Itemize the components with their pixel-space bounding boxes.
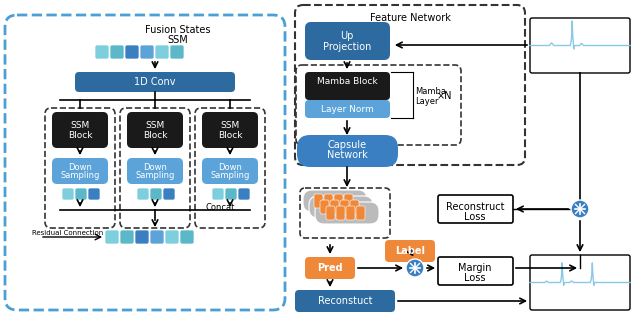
FancyBboxPatch shape xyxy=(303,190,367,212)
FancyBboxPatch shape xyxy=(88,188,100,200)
FancyBboxPatch shape xyxy=(309,196,373,218)
Text: Label: Label xyxy=(395,246,425,256)
FancyBboxPatch shape xyxy=(155,45,169,59)
Text: Sampling: Sampling xyxy=(211,170,250,180)
FancyBboxPatch shape xyxy=(95,45,109,59)
Text: Block: Block xyxy=(218,130,243,139)
FancyBboxPatch shape xyxy=(120,230,134,244)
FancyBboxPatch shape xyxy=(305,22,390,60)
FancyBboxPatch shape xyxy=(438,195,513,223)
FancyBboxPatch shape xyxy=(225,188,237,200)
Text: Down: Down xyxy=(218,162,242,172)
FancyBboxPatch shape xyxy=(344,194,353,208)
Text: Down: Down xyxy=(143,162,167,172)
FancyBboxPatch shape xyxy=(324,194,333,208)
FancyBboxPatch shape xyxy=(350,200,359,214)
Text: SSM: SSM xyxy=(145,121,164,130)
Text: 1D Conv: 1D Conv xyxy=(134,77,176,87)
FancyBboxPatch shape xyxy=(135,230,149,244)
Text: Down: Down xyxy=(68,162,92,172)
FancyBboxPatch shape xyxy=(314,194,323,208)
FancyBboxPatch shape xyxy=(346,206,355,220)
FancyBboxPatch shape xyxy=(180,230,194,244)
FancyBboxPatch shape xyxy=(165,230,179,244)
Text: Margin: Margin xyxy=(458,263,492,273)
FancyBboxPatch shape xyxy=(356,206,365,220)
Text: Block: Block xyxy=(68,130,92,139)
FancyBboxPatch shape xyxy=(127,112,183,148)
Text: SSM: SSM xyxy=(220,121,239,130)
FancyBboxPatch shape xyxy=(163,188,175,200)
Text: Up: Up xyxy=(340,31,354,41)
FancyBboxPatch shape xyxy=(315,202,379,224)
FancyBboxPatch shape xyxy=(170,45,184,59)
FancyBboxPatch shape xyxy=(202,112,258,148)
Text: Layer: Layer xyxy=(415,97,438,106)
FancyBboxPatch shape xyxy=(140,45,154,59)
FancyBboxPatch shape xyxy=(125,45,139,59)
FancyBboxPatch shape xyxy=(297,135,398,167)
Text: Loss: Loss xyxy=(464,273,486,283)
Text: Fusion States: Fusion States xyxy=(145,25,211,35)
Text: SSM: SSM xyxy=(70,121,90,130)
FancyBboxPatch shape xyxy=(326,206,335,220)
FancyBboxPatch shape xyxy=(340,200,349,214)
Text: Network: Network xyxy=(326,150,367,160)
Text: Mamba: Mamba xyxy=(415,87,446,97)
FancyBboxPatch shape xyxy=(320,200,329,214)
Text: Residual Connection: Residual Connection xyxy=(33,230,104,236)
Circle shape xyxy=(571,200,589,218)
FancyBboxPatch shape xyxy=(334,194,343,208)
Text: Projection: Projection xyxy=(323,42,371,52)
Text: Concat: Concat xyxy=(205,203,235,211)
FancyBboxPatch shape xyxy=(202,158,258,184)
Text: Capsule: Capsule xyxy=(328,140,367,150)
FancyBboxPatch shape xyxy=(75,72,235,92)
FancyBboxPatch shape xyxy=(530,18,630,73)
FancyBboxPatch shape xyxy=(62,188,74,200)
FancyBboxPatch shape xyxy=(330,200,339,214)
FancyBboxPatch shape xyxy=(52,158,108,184)
FancyBboxPatch shape xyxy=(150,188,162,200)
FancyBboxPatch shape xyxy=(150,230,164,244)
Text: Sampling: Sampling xyxy=(60,170,100,180)
Text: Feature Network: Feature Network xyxy=(369,13,451,23)
FancyBboxPatch shape xyxy=(295,290,395,312)
Text: Layer Norm: Layer Norm xyxy=(321,105,373,114)
Text: Block: Block xyxy=(143,130,167,139)
FancyBboxPatch shape xyxy=(238,188,250,200)
FancyBboxPatch shape xyxy=(305,257,355,279)
FancyBboxPatch shape xyxy=(305,100,390,118)
FancyBboxPatch shape xyxy=(212,188,224,200)
FancyBboxPatch shape xyxy=(110,45,124,59)
Text: Reconstruct: Reconstruct xyxy=(445,202,504,212)
FancyBboxPatch shape xyxy=(305,72,390,100)
Text: SSM: SSM xyxy=(168,35,188,45)
FancyBboxPatch shape xyxy=(438,257,513,285)
Text: Loss: Loss xyxy=(464,212,486,222)
Text: Pred: Pred xyxy=(317,263,343,273)
Text: Mamba Block: Mamba Block xyxy=(317,78,378,86)
Circle shape xyxy=(406,259,424,277)
FancyBboxPatch shape xyxy=(52,112,108,148)
Text: ×N: ×N xyxy=(437,91,452,101)
FancyBboxPatch shape xyxy=(137,188,149,200)
FancyBboxPatch shape xyxy=(385,240,435,262)
Text: Reconstuct: Reconstuct xyxy=(317,296,372,306)
Text: Sampling: Sampling xyxy=(135,170,175,180)
FancyBboxPatch shape xyxy=(127,158,183,184)
FancyBboxPatch shape xyxy=(530,255,630,310)
FancyBboxPatch shape xyxy=(336,206,345,220)
FancyBboxPatch shape xyxy=(75,188,87,200)
FancyBboxPatch shape xyxy=(105,230,119,244)
